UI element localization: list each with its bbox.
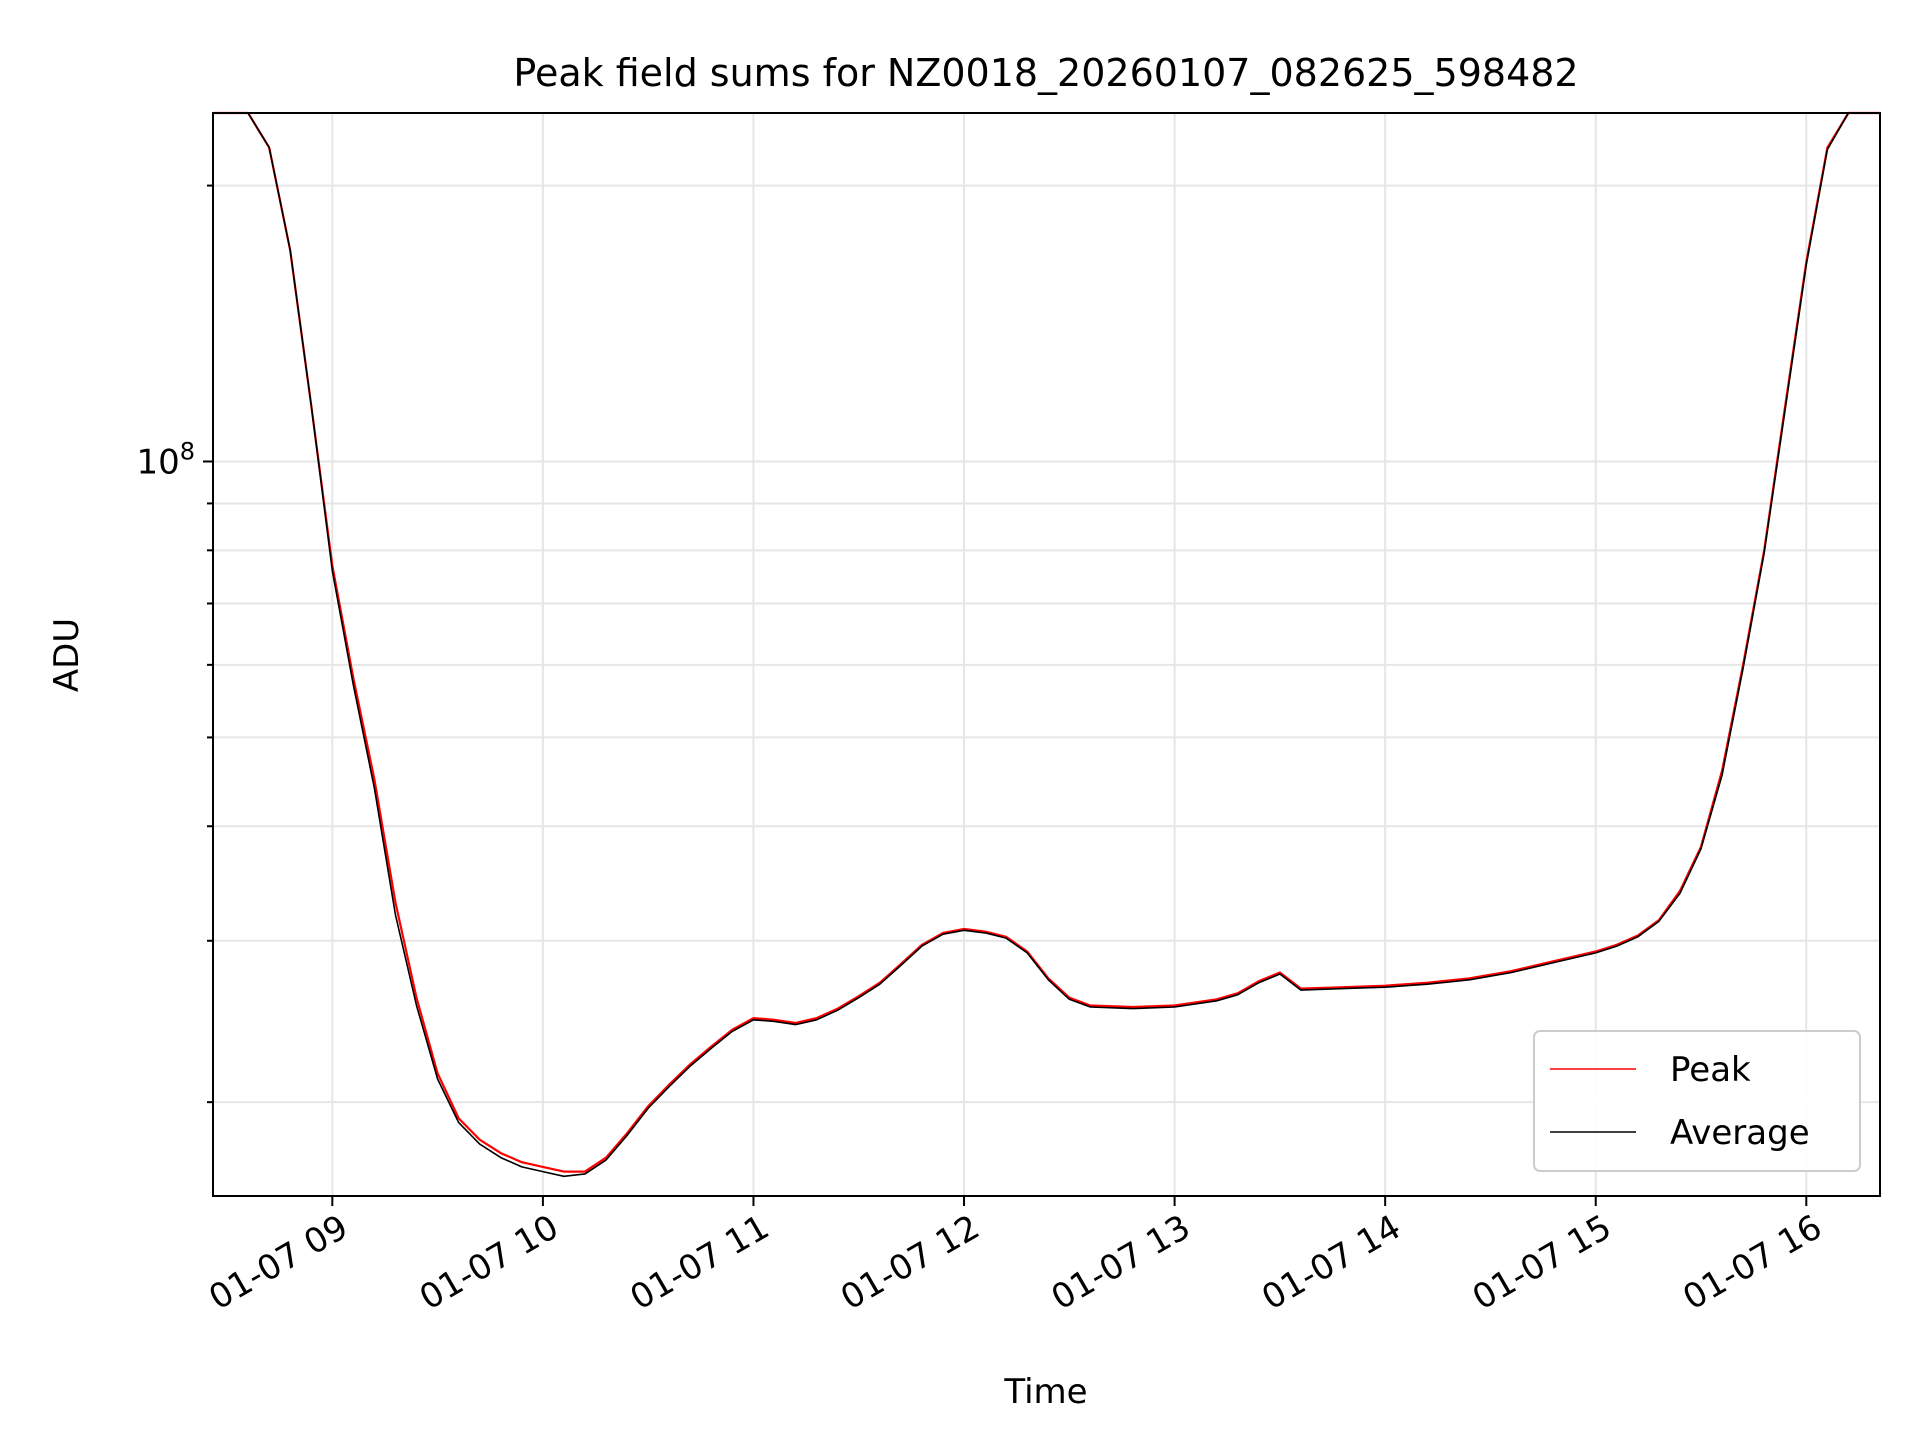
chart-title: Peak field sums for NZ0018_20260107_0826… xyxy=(513,51,1578,95)
series-layer xyxy=(213,111,1880,1178)
series-line-average xyxy=(213,112,1880,1178)
legend-label-peak: Peak xyxy=(1670,1050,1751,1090)
legend-label-average: Average xyxy=(1670,1113,1810,1153)
x-axis-label: Time xyxy=(1003,1372,1087,1412)
series-line-peak xyxy=(213,111,1880,1173)
y-axis-label: ADU xyxy=(47,618,87,692)
legend: Peak Average xyxy=(1533,1030,1861,1172)
legend-box xyxy=(1533,1030,1861,1172)
plot-frame xyxy=(212,112,1881,1197)
y-tick-label: 108 xyxy=(136,437,195,482)
grid xyxy=(213,113,1880,1196)
